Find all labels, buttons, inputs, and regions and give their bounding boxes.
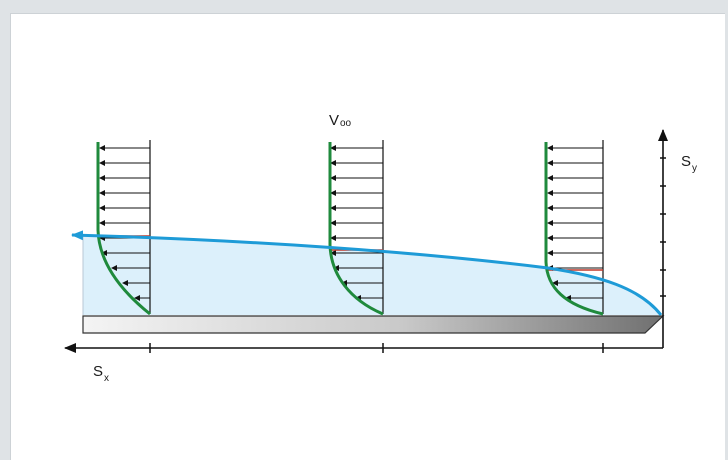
velocity-profile-3 — [544, 140, 604, 316]
freestream-subscript: oo — [340, 118, 352, 129]
boundary-layer-edge-curve — [71, 230, 663, 316]
x-axis-label: S — [93, 363, 103, 380]
y-axis-label: S — [681, 153, 691, 170]
y-axis-ticks — [660, 157, 666, 297]
boundary-layer-region — [83, 235, 661, 315]
velocity-profile-2 — [328, 140, 384, 316]
y-axis-subscript: y — [692, 163, 697, 174]
freestream-label: V — [329, 112, 339, 129]
flat-plate — [82, 315, 665, 334]
x-axis-ticks — [149, 343, 604, 353]
x-axis-subscript: x — [104, 373, 109, 384]
